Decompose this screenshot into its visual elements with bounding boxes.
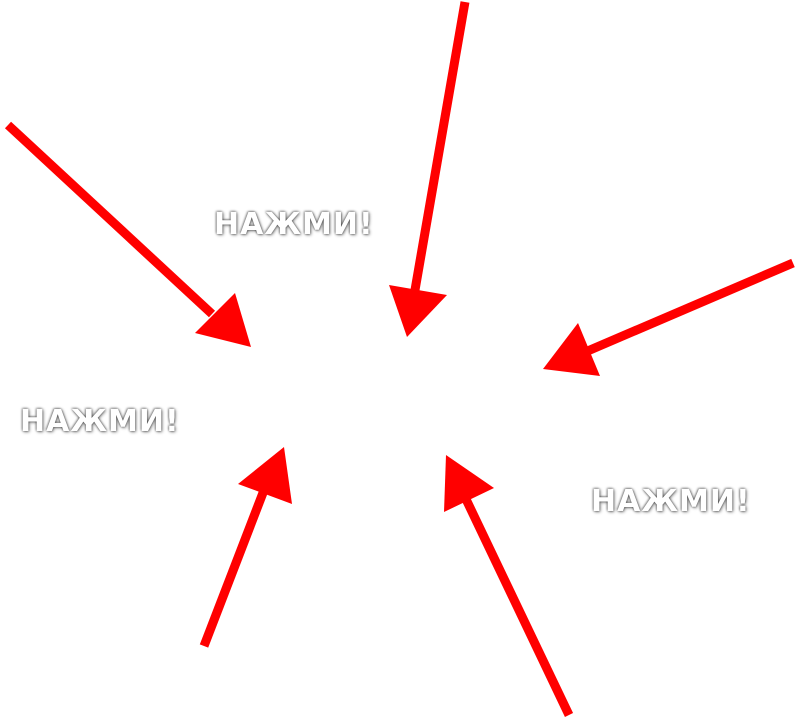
arrow-from-top-icon <box>389 1 470 337</box>
click-label-right[interactable]: НАЖМИ! <box>591 484 751 519</box>
arrow-from-bottom-right-icon <box>444 455 574 717</box>
arrow-from-bottom-left-icon <box>199 447 292 648</box>
arrow-from-top-left-icon <box>4 121 251 347</box>
click-label-top[interactable]: НАЖМИ! <box>214 207 374 242</box>
arrow-from-right-icon <box>543 258 795 376</box>
click-label-left[interactable]: НАЖМИ! <box>20 404 180 439</box>
